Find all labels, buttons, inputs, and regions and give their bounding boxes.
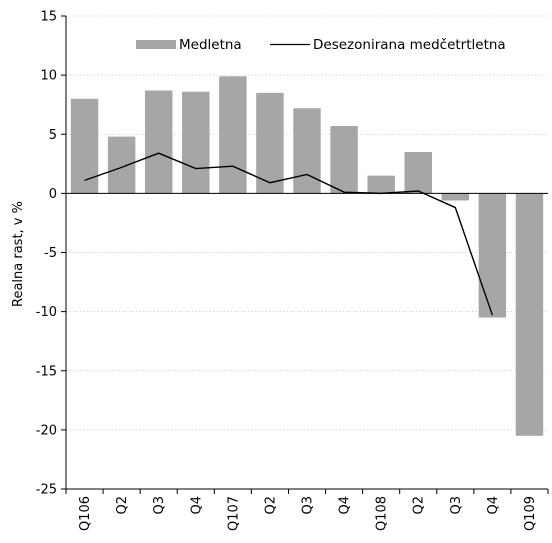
bar-series — [70, 76, 544, 436]
bar — [404, 151, 432, 194]
x-tick-label: Q3 — [152, 496, 167, 515]
y-tick-labels: 15 10 5 0 -5 -10 -15 -20 -25 — [36, 10, 57, 498]
y-tick-label: 0 — [49, 187, 57, 202]
y-tick-label: -10 — [36, 305, 57, 320]
x-tick-label: Q2 — [115, 496, 130, 515]
x-tick-label: Q3 — [301, 496, 316, 515]
bar — [256, 92, 284, 194]
legend-swatch-medletna — [136, 40, 176, 49]
x-tick-labels: Q106 Q2 Q3 Q4 Q107 Q2 Q3 Q4 Q108 Q2 Q3 Q4 Q109 — [78, 496, 538, 531]
x-tick-label: Q107 — [226, 496, 241, 531]
bar — [107, 136, 136, 194]
bar — [367, 175, 395, 194]
x-tick-label: Q4 — [486, 496, 501, 515]
bar — [441, 193, 470, 201]
legend: Medletna Desezonirana medčetrtletna — [136, 37, 506, 53]
bar — [330, 125, 358, 194]
y-tick-label: 5 — [49, 128, 57, 143]
gridlines — [66, 15, 548, 490]
axes — [61, 15, 549, 494]
x-tick-label: Q3 — [449, 496, 464, 515]
bar — [515, 193, 544, 436]
x-tick-label: Q2 — [412, 496, 427, 515]
x-tick-label: Q4 — [338, 496, 353, 515]
x-tick-label: Q4 — [189, 496, 204, 515]
y-tick-label: -20 — [36, 423, 57, 438]
x-tick-label: Q2 — [263, 496, 278, 515]
bar — [70, 98, 99, 194]
bar — [293, 108, 321, 194]
y-tick-label: 15 — [40, 10, 57, 25]
y-tick-label: -15 — [36, 364, 57, 379]
bar — [144, 90, 173, 194]
bar — [478, 193, 507, 318]
y-tick-label: -25 — [36, 483, 57, 498]
x-tick-label: Q108 — [375, 496, 390, 531]
bar — [219, 76, 247, 194]
legend-label-desezonirana: Desezonirana medčetrtletna — [313, 37, 506, 53]
bar — [182, 91, 210, 194]
y-tick-label: 10 — [40, 69, 57, 84]
legend-label-medletna: Medletna — [179, 37, 242, 53]
y-tick-label: -5 — [44, 246, 57, 261]
x-tick-label: Q109 — [523, 496, 538, 531]
x-tick-label: Q106 — [78, 496, 93, 531]
y-axis-title: Realna rast, v % — [11, 201, 26, 307]
